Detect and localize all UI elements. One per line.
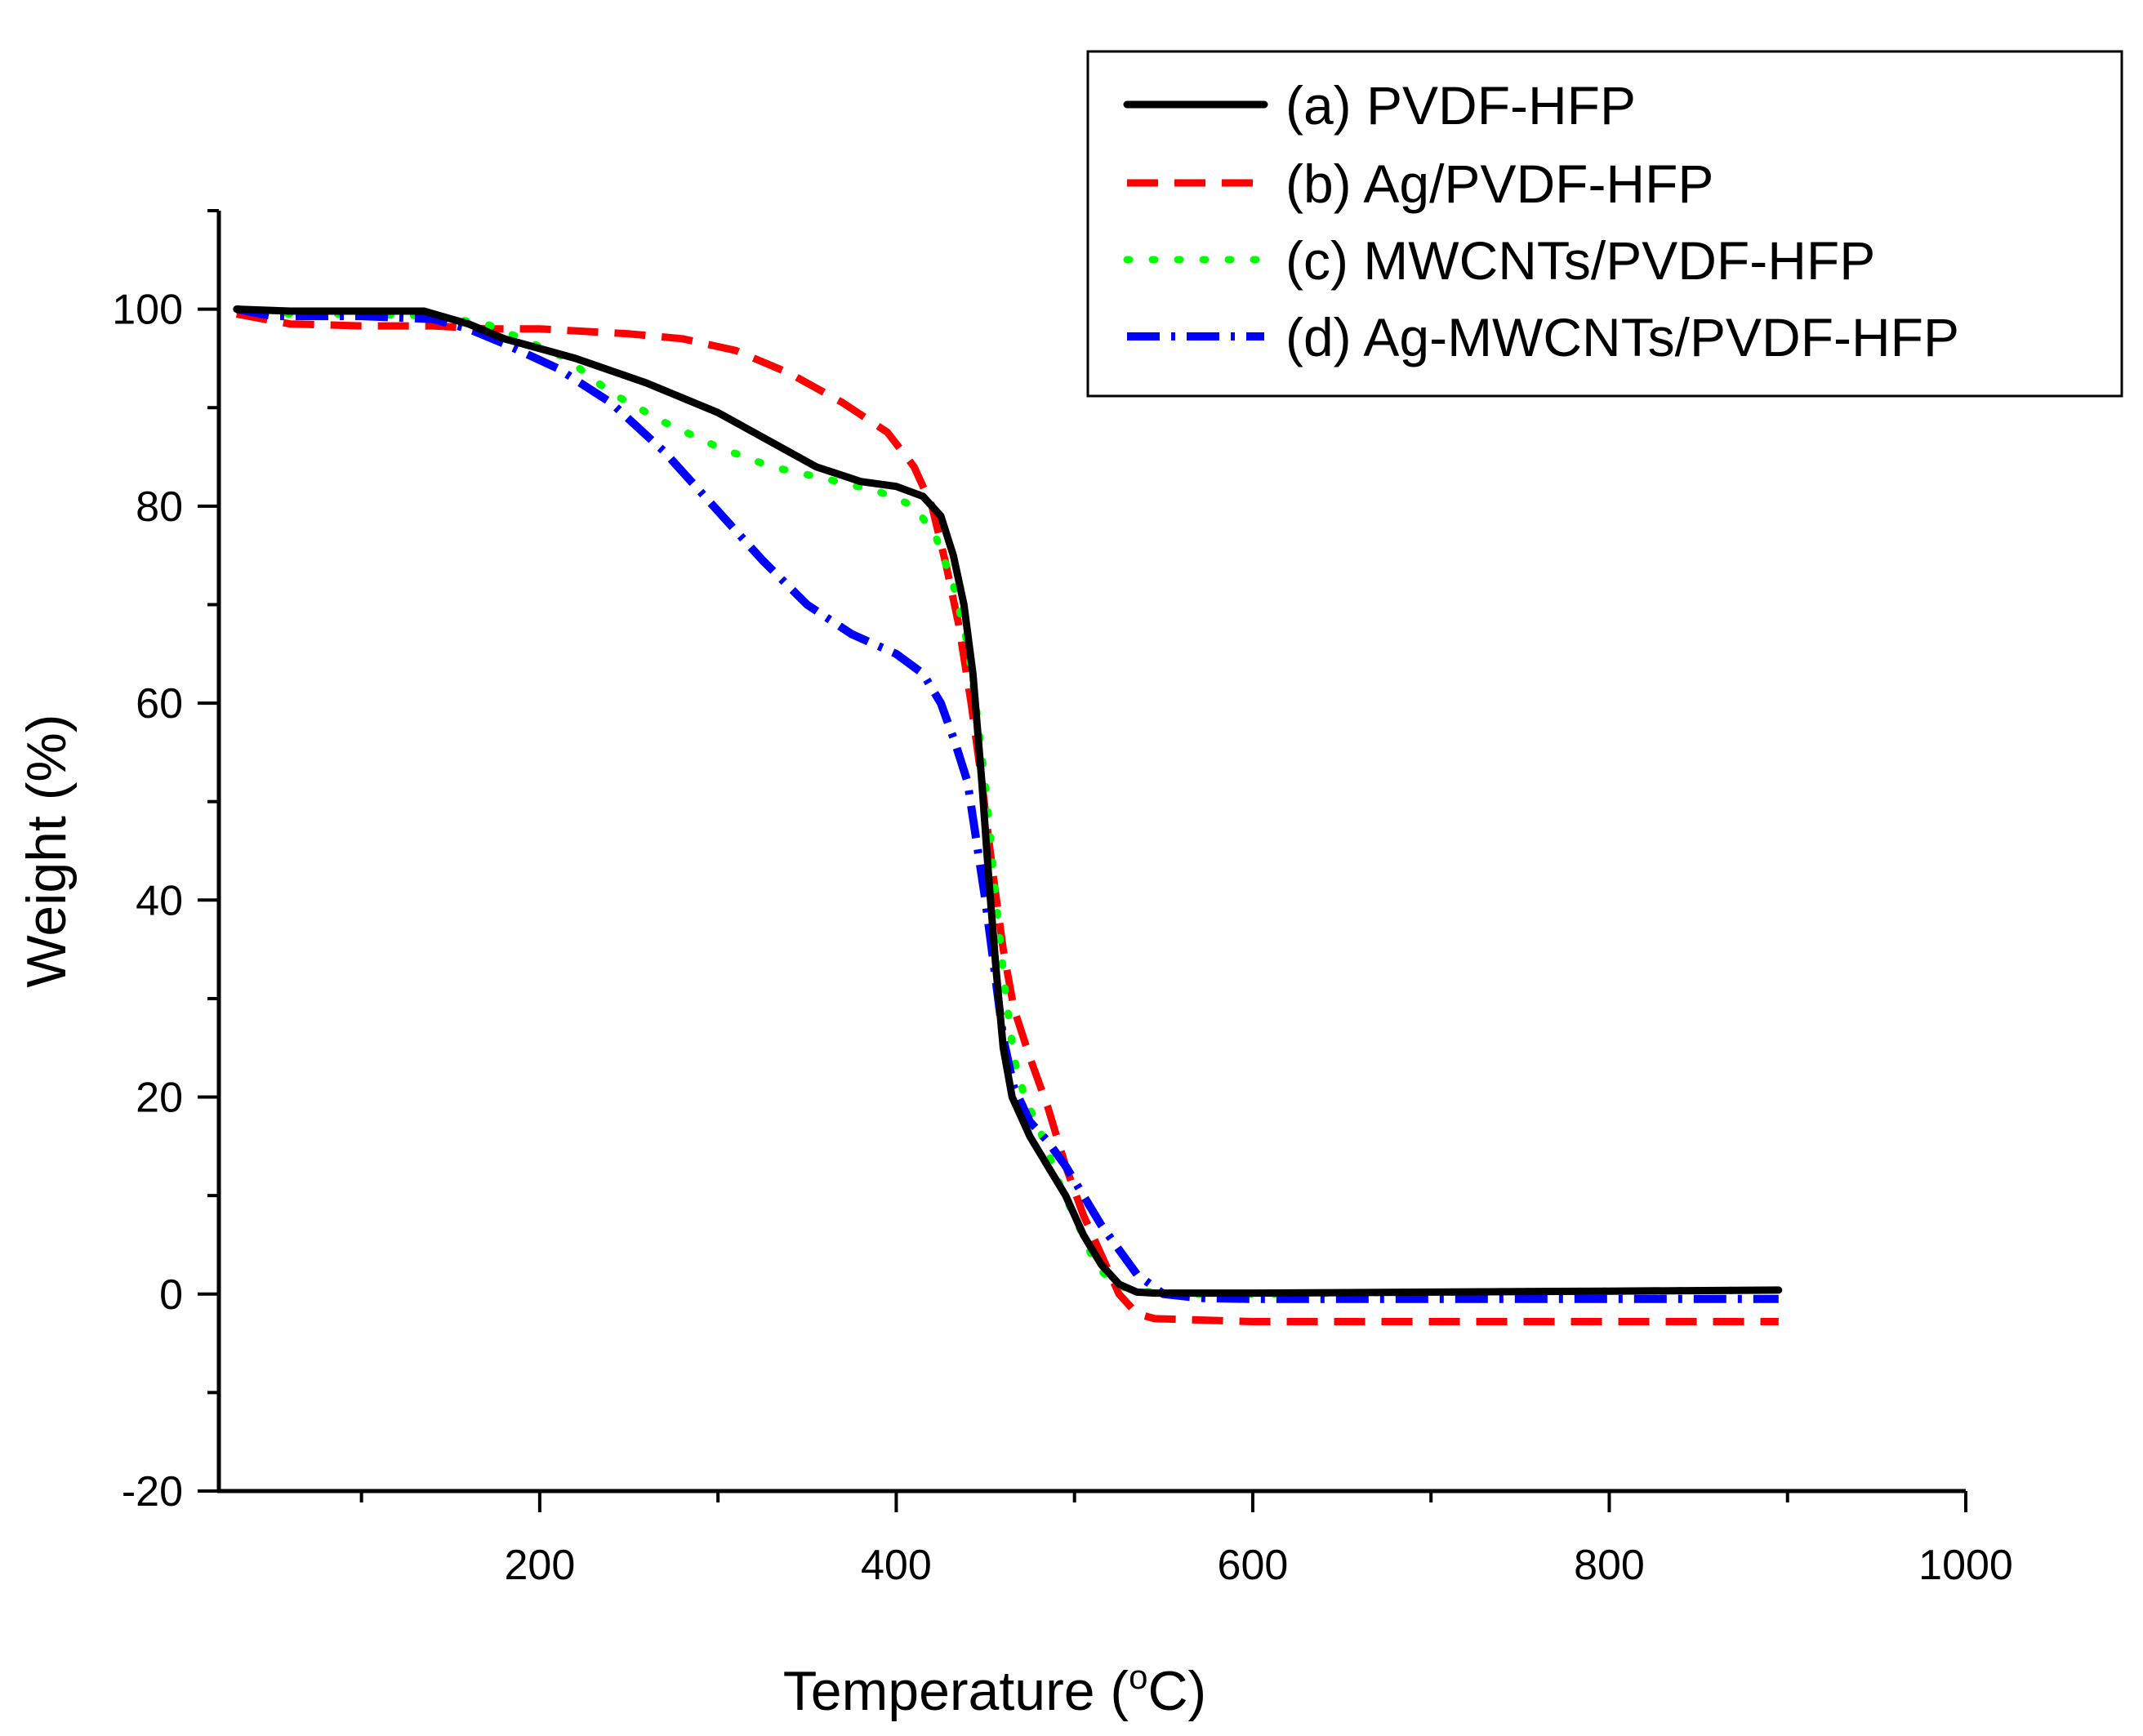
x-axis-title: Temperature (oC) <box>783 1658 1206 1722</box>
x-tick-label: 200 <box>504 1542 575 1589</box>
y-tick-label: -20 <box>122 1468 183 1516</box>
x-tick-label: 800 <box>1574 1542 1645 1589</box>
y-tick-label: 60 <box>136 680 183 728</box>
series-line-1 <box>233 305 1783 1298</box>
series-line-4 <box>235 305 1779 1303</box>
legend-label-2: (b) Ag/PVDF-HFP <box>1285 154 1713 214</box>
series-line-2 <box>235 310 1779 1325</box>
y-tick-label: 0 <box>159 1271 183 1319</box>
x-tick-label: 400 <box>861 1542 932 1589</box>
ticks: 200 400 600 800 1000 -20 0 20 40 60 80 100 <box>112 209 2013 1589</box>
axes <box>216 211 1966 1493</box>
y-tick-label: 40 <box>136 877 183 924</box>
y-tick-label: 100 <box>112 287 183 334</box>
series-line-3 <box>233 305 1783 1298</box>
x-tick-label: 1000 <box>1918 1542 2013 1589</box>
x-axis-title-sup: o <box>1129 1658 1147 1696</box>
legend-label-4: (d) Ag-MWCNTs/PVDF-HFP <box>1285 307 1959 367</box>
x-axis-title-end: C) <box>1147 1660 1206 1722</box>
y-tick-label: 80 <box>136 483 183 531</box>
legend-label-3: (c) MWCNTs/PVDF-HFP <box>1285 230 1875 291</box>
x-axis-title-main: Temperature ( <box>783 1660 1129 1722</box>
series-layer <box>233 305 1783 1325</box>
y-tick-label: 20 <box>136 1075 183 1122</box>
y-axis-title: Weight (%) <box>16 714 78 987</box>
legend: (a) PVDF-HFP (b) Ag/PVDF-HFP (c) MWCNTs/PV… <box>1086 50 2123 398</box>
legend-label-1: (a) PVDF-HFP <box>1285 75 1636 136</box>
x-tick-label: 600 <box>1218 1542 1289 1589</box>
